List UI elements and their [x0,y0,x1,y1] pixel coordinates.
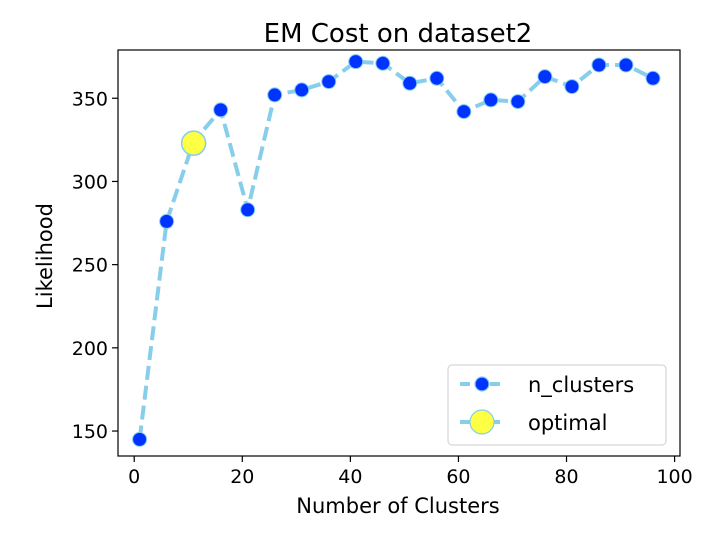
x-tick-label: 0 [128,466,140,488]
series-layer [132,54,661,447]
chart-title: EM Cost on dataset2 [264,19,533,49]
x-tick-label: 20 [230,466,254,488]
data-point-n-clusters [159,213,175,229]
legend-label: optimal [528,411,607,435]
x-tick-label: 100 [656,466,692,488]
data-point-n-clusters [267,87,283,103]
data-point-n-clusters [402,75,418,91]
y-tick-label: 350 [72,88,108,110]
data-point-n-clusters [240,202,256,218]
y-tick-label: 300 [72,171,108,193]
legend-box [447,364,667,446]
data-point-n-clusters [429,70,445,86]
x-tick-label: 40 [338,466,362,488]
data-point-n-clusters [321,74,337,90]
data-point-n-clusters [510,94,526,110]
y-tick-label: 200 [72,338,108,360]
plot-area [117,49,681,457]
data-point-n-clusters [483,92,499,108]
data-point-n-clusters [537,69,553,85]
data-point-n-clusters [645,70,661,86]
y-axis: 150 200 250 300 350 [72,88,118,443]
data-point-n-clusters [375,55,391,71]
y-tick-label: 250 [72,255,108,277]
data-point-n-clusters [348,54,364,70]
y-axis-label: Likelihood [33,203,57,309]
y-tick-label: 150 [72,421,108,443]
data-point-n-clusters [213,102,229,118]
data-point-n-clusters [564,79,580,95]
legend-marker [474,376,490,392]
data-point-n-clusters [591,57,607,73]
data-point-optimal [180,130,207,156]
data-point-n-clusters [294,82,310,98]
data-point-n-clusters [618,57,634,73]
x-axis-label: Number of Clusters [296,494,499,518]
x-tick-label: 80 [554,466,578,488]
legend-label: n_clusters [528,373,634,398]
data-point-n-clusters [132,431,148,447]
legend-marker [469,409,495,435]
data-point-n-clusters [456,104,472,120]
x-tick-label: 60 [446,466,470,488]
x-axis: 0 20 40 60 80 100 [128,456,693,488]
